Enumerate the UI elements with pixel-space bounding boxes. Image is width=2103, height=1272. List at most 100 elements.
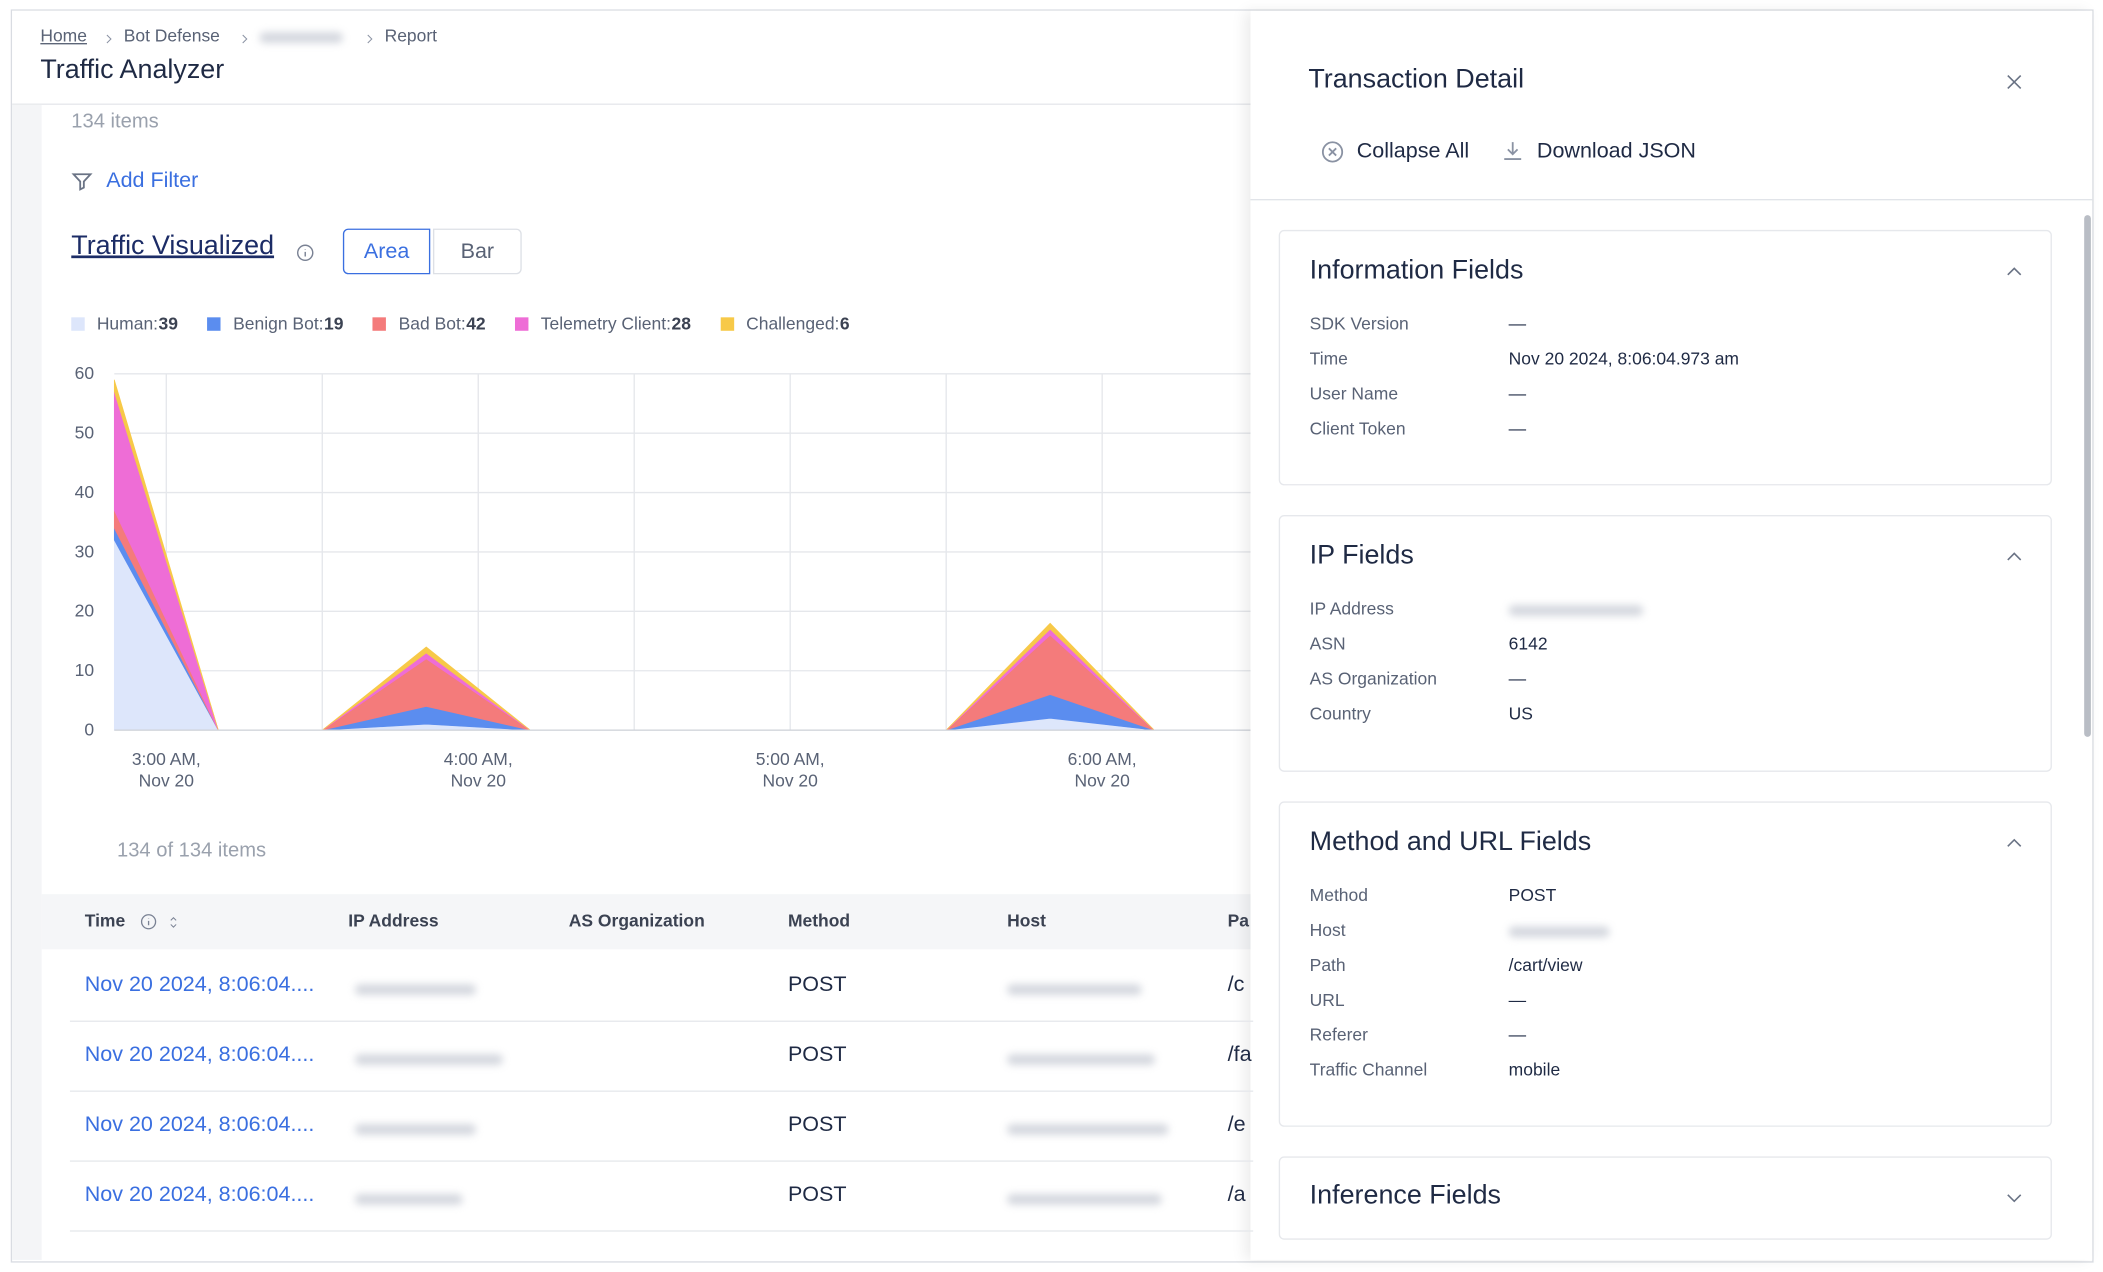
table-header-bg bbox=[41, 894, 1252, 950]
field-value: Nov 20 2024, 8:06:04.973 am bbox=[1508, 348, 1740, 369]
row-link[interactable]: Nov 20 2024, 8:06:04.... bbox=[84, 1043, 315, 1067]
row-divider bbox=[69, 1090, 1254, 1092]
cell: /e bbox=[1227, 1113, 1246, 1137]
section-title: Information Fields bbox=[1309, 255, 1524, 286]
row-divider bbox=[69, 1230, 1254, 1232]
field-label: Referer bbox=[1309, 1024, 1368, 1045]
page-title: Traffic Analyzer bbox=[40, 55, 225, 85]
legend-name: Challenged: bbox=[746, 313, 840, 334]
frame bbox=[10, 9, 2094, 1263]
y-tick-label: 0 bbox=[84, 720, 94, 740]
info-icon bbox=[140, 913, 157, 930]
blurred-cell bbox=[354, 1054, 503, 1065]
download-icon bbox=[1501, 138, 1525, 162]
section-title: IP Fields bbox=[1309, 540, 1414, 571]
row-divider bbox=[69, 1020, 1254, 1022]
field-label: Time bbox=[1309, 348, 1348, 369]
cell: POST bbox=[787, 1183, 847, 1207]
legend-name: Bad Bot: bbox=[398, 313, 466, 334]
x-tick-label: 6:00 AM, Nov 20 bbox=[1068, 749, 1137, 791]
legend-total: 6 bbox=[839, 313, 850, 334]
column-header: Host bbox=[1007, 910, 1046, 931]
breadcrumb-item: Bot Defense bbox=[123, 25, 220, 46]
field-label: Method bbox=[1309, 884, 1368, 905]
blurred-value bbox=[1508, 926, 1610, 938]
legend-name: Human: bbox=[96, 313, 159, 334]
crumb-sep bbox=[363, 28, 376, 44]
y-tick-label: 50 bbox=[75, 423, 95, 443]
cell: POST bbox=[787, 1113, 847, 1137]
field-label: Host bbox=[1309, 919, 1346, 940]
section-toggle[interactable] bbox=[2003, 261, 2025, 283]
legend-swatch bbox=[71, 317, 85, 331]
cell: /fa bbox=[1227, 1043, 1252, 1067]
y-tick-label: 40 bbox=[75, 482, 95, 502]
x-tick-label: 4:00 AM, Nov 20 bbox=[444, 749, 513, 791]
panel-divider bbox=[1250, 199, 2093, 201]
section-toggle[interactable] bbox=[2003, 832, 2025, 854]
close-button[interactable] bbox=[2003, 71, 2025, 93]
download-json[interactable]: Download JSON bbox=[1536, 139, 1696, 163]
chart: 0 10 20 30 40 50 60 3:00 AM, Nov 20 4:00 AM, Nov 2… bbox=[75, 363, 1251, 791]
column-header: Time bbox=[84, 910, 126, 931]
field-label: AS Organization bbox=[1309, 668, 1437, 689]
cell: POST bbox=[787, 1043, 847, 1067]
cell: POST bbox=[787, 973, 847, 997]
field-label: User Name bbox=[1309, 383, 1399, 404]
column-header: Pa bbox=[1227, 910, 1250, 931]
row-link[interactable]: Nov 20 2024, 8:06:04.... bbox=[84, 1113, 315, 1137]
blurred-cell bbox=[1007, 1194, 1162, 1205]
table-count: 134 of 134 items bbox=[116, 839, 267, 862]
info-icon bbox=[296, 243, 315, 262]
column-header: AS Organization bbox=[568, 910, 705, 931]
row-link[interactable]: Nov 20 2024, 8:06:04.... bbox=[84, 1183, 315, 1207]
content-bg bbox=[12, 104, 42, 1260]
chart-heading: Traffic Visualized bbox=[71, 231, 275, 261]
legend-swatch bbox=[720, 317, 734, 331]
legend-total: 42 bbox=[466, 313, 486, 334]
field-value: — bbox=[1508, 989, 1527, 1010]
add-filter[interactable]: Add Filter bbox=[106, 169, 199, 193]
field-label: Country bbox=[1309, 703, 1371, 724]
field-value: mobile bbox=[1508, 1059, 1561, 1080]
section-title: Method and URL Fields bbox=[1309, 826, 1592, 857]
section-toggle[interactable] bbox=[2003, 546, 2025, 568]
toggle-active[interactable]: Area bbox=[342, 228, 431, 275]
field-value: — bbox=[1508, 383, 1527, 404]
blurred-cell bbox=[1007, 1124, 1169, 1135]
field-label: IP Address bbox=[1309, 598, 1394, 619]
field-value: 6142 bbox=[1508, 633, 1548, 654]
field-value: /cart/view bbox=[1508, 954, 1583, 975]
x-tick-label: 5:00 AM, Nov 20 bbox=[756, 749, 825, 791]
field-value: — bbox=[1508, 1024, 1527, 1045]
section-card: Method and URL Fields Method POST Host Path /… bbox=[1278, 801, 2052, 1127]
collapse-all[interactable]: Collapse All bbox=[1356, 139, 1470, 163]
legend-name: Telemetry Client: bbox=[540, 313, 671, 334]
field-value: US bbox=[1508, 703, 1533, 724]
column-header: Method bbox=[787, 910, 851, 931]
field-label: Client Token bbox=[1309, 418, 1406, 439]
section-card: IP Fields IP Address ASN 6142 AS Organizatio… bbox=[1278, 514, 2052, 772]
y-tick-label: 10 bbox=[75, 660, 95, 680]
y-tick-label: 30 bbox=[75, 541, 95, 561]
blurred-cell bbox=[1007, 984, 1142, 996]
blurred-cell bbox=[354, 1194, 463, 1205]
field-label: Path bbox=[1309, 954, 1346, 975]
header bbox=[12, 10, 1251, 105]
section-card: Inference Fields bbox=[1278, 1156, 2052, 1240]
crumb-sep bbox=[238, 28, 251, 44]
field-label: ASN bbox=[1309, 633, 1346, 654]
breadcrumb-link[interactable]: Home bbox=[40, 25, 87, 46]
field-label: SDK Version bbox=[1309, 313, 1409, 334]
row-link[interactable]: Nov 20 2024, 8:06:04.... bbox=[84, 973, 315, 997]
column-header: IP Address bbox=[348, 910, 439, 931]
toggle[interactable]: Bar bbox=[432, 228, 522, 275]
filter-icon bbox=[70, 169, 94, 193]
scrollbar bbox=[2084, 215, 2091, 737]
section-toggle[interactable] bbox=[2003, 1187, 2025, 1209]
cell: /c bbox=[1227, 973, 1245, 997]
blurred-crumb bbox=[259, 32, 343, 44]
section-title: Inference Fields bbox=[1309, 1180, 1502, 1211]
